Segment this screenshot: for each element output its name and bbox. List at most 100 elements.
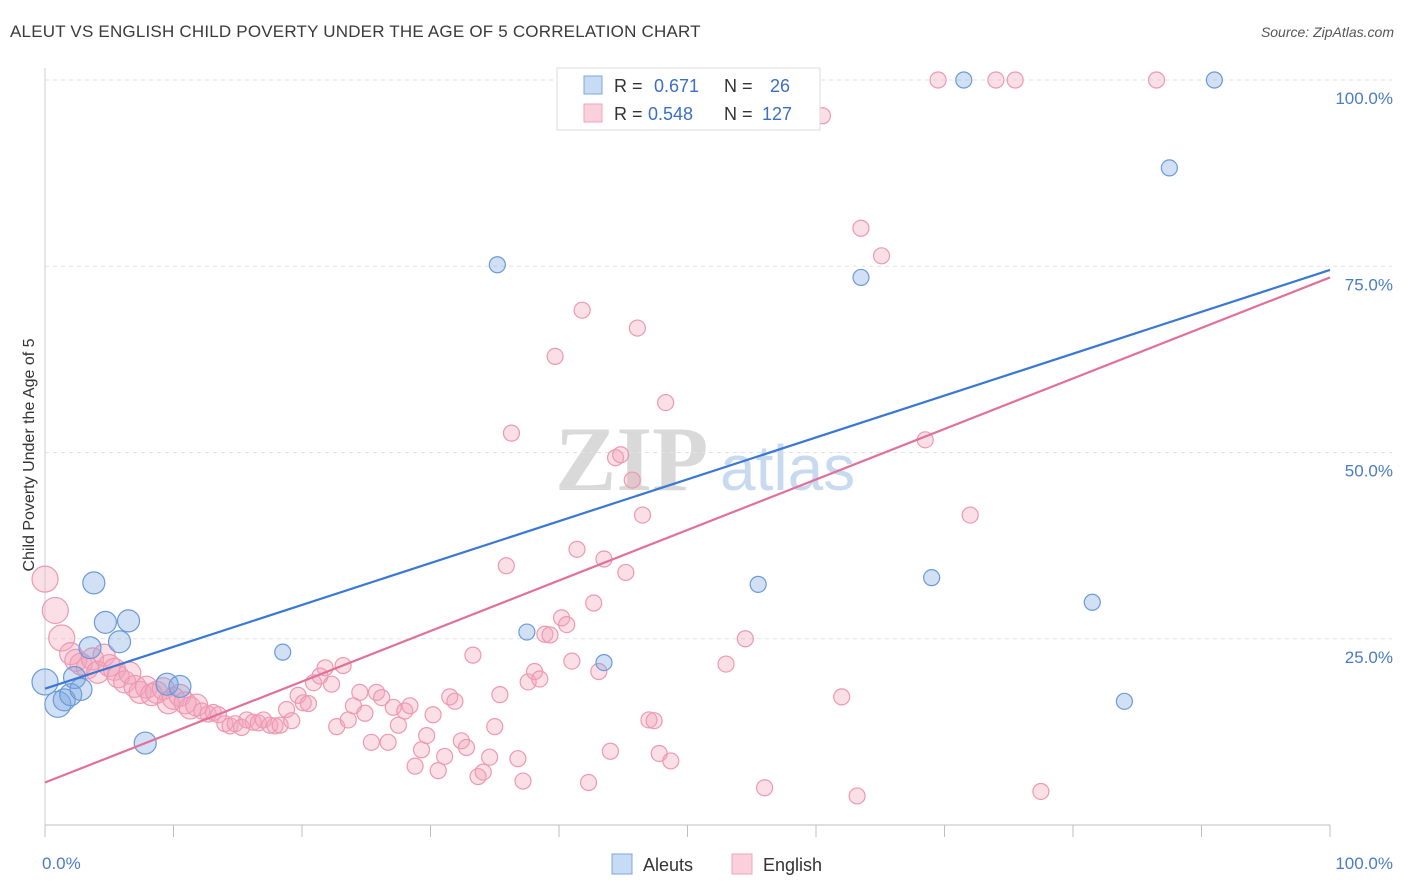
english-point-93: [563, 652, 581, 670]
watermark-zip: ZIP: [555, 408, 708, 510]
aleut-point-8: [93, 610, 117, 634]
english-point-40: [266, 717, 284, 735]
english-point-101: [606, 449, 625, 467]
gridlines: [45, 79, 1392, 640]
english-point-97: [585, 594, 603, 612]
english-point-62: [389, 716, 407, 734]
watermark-atlas: atlas: [720, 432, 855, 504]
english-point-113: [736, 630, 754, 648]
aleut-point-10: [116, 609, 141, 633]
y-tick-label-0: 25.0%: [1345, 648, 1393, 667]
english-point-96: [579, 773, 598, 792]
english-point-45: [294, 694, 312, 712]
aleut-point-4: [62, 665, 87, 690]
english-point-63: [396, 702, 414, 720]
y-tick-label-3: 100.0%: [1335, 89, 1393, 108]
english-point-89: [541, 626, 559, 644]
english-point-111: [662, 752, 680, 770]
english-points: [31, 71, 1166, 805]
legend-english-r-value: 0.548: [648, 104, 693, 124]
english-point-59: [373, 689, 391, 707]
english-point-100: [601, 742, 620, 760]
english-point-25: [178, 696, 202, 720]
legend-aleut-n-label: N =: [724, 76, 753, 96]
legend-aleut-swatch: [583, 75, 603, 95]
aleut-point-14: [274, 643, 292, 661]
aleut-points: [31, 71, 1223, 755]
english-point-36: [244, 713, 262, 731]
english-point-88: [536, 625, 554, 643]
chart-title: ALEUT VS ENGLISH CHILD POVERTY UNDER THE…: [10, 22, 701, 41]
english-point-2: [48, 624, 76, 652]
bottom-legend: Aleuts English: [611, 853, 822, 875]
trend-lines: [44, 268, 1331, 784]
aleut-point-6: [78, 636, 102, 660]
bottom-legend-aleut-swatch: [611, 853, 633, 875]
english-point-60: [379, 733, 397, 751]
x-tick-label-0: 0.0%: [42, 854, 81, 873]
english-point-128: [1147, 71, 1166, 89]
english-point-95: [573, 301, 591, 319]
bottom-legend-english-label: English: [763, 855, 822, 875]
english-point-78: [481, 748, 499, 766]
aleut-point-7: [82, 571, 106, 595]
english-point-74: [457, 738, 476, 757]
english-point-123: [929, 71, 947, 89]
aleut-point-21: [955, 71, 973, 89]
axes: [44, 68, 1331, 837]
english-point-125: [987, 71, 1005, 89]
english-point-55: [351, 683, 369, 701]
english-point-126: [1006, 71, 1024, 89]
english-point-127: [1032, 782, 1050, 801]
english-point-72: [446, 692, 464, 710]
legend-english-r-label: R =: [614, 104, 643, 124]
aleut-point-24: [1160, 159, 1178, 177]
y-tick-label-2: 75.0%: [1345, 275, 1393, 294]
english-point-110: [657, 393, 675, 412]
english-point-0: [31, 565, 59, 593]
legend-english-n-label: N =: [724, 104, 753, 124]
english-point-106: [633, 506, 652, 524]
aleut-point-17: [595, 653, 613, 672]
english-point-50: [322, 675, 341, 693]
english-point-102: [612, 446, 630, 464]
english-point-112: [717, 655, 735, 673]
english-point-92: [558, 615, 576, 634]
aleut-point-0: [31, 668, 59, 696]
legend-aleut-n-value: 26: [770, 76, 790, 96]
english-point-103: [617, 563, 635, 582]
aleut-point-20: [923, 569, 941, 587]
english-point-82: [502, 424, 521, 442]
english-point-90: [546, 347, 564, 365]
y-tick-label-1: 50.0%: [1345, 462, 1393, 481]
legend-english-n-value: 127: [762, 104, 792, 124]
english-point-84: [514, 772, 532, 790]
english-point-75: [464, 646, 482, 664]
aleut-point-16: [518, 623, 536, 641]
english-point-83: [509, 750, 527, 768]
english-point-115: [755, 779, 774, 797]
english-point-57: [362, 733, 380, 751]
english-point-56: [356, 704, 374, 722]
english-point-64: [401, 697, 419, 715]
english-point-1: [41, 596, 69, 625]
aleut-point-9: [107, 630, 132, 654]
english-point-70: [436, 747, 454, 766]
english-point-119: [848, 787, 866, 805]
english-point-69: [429, 762, 447, 780]
english-trend-line: [44, 276, 1331, 784]
top-legend: R = 0.671 N = 26 R = 0.548 N = 127: [556, 67, 821, 131]
english-point-118: [833, 688, 851, 706]
english-point-121: [872, 247, 891, 265]
aleut-point-22: [1083, 593, 1101, 611]
aleut-point-13: [168, 674, 192, 699]
english-point-65: [406, 757, 424, 775]
english-point-108: [645, 712, 663, 730]
english-point-79: [486, 718, 504, 736]
english-point-104: [623, 471, 641, 489]
english-point-68: [424, 706, 442, 724]
source-label: Source: ZipAtlas.com: [1260, 24, 1394, 40]
english-point-81: [497, 557, 515, 575]
legend-aleut-r-value: 0.671: [654, 76, 699, 96]
